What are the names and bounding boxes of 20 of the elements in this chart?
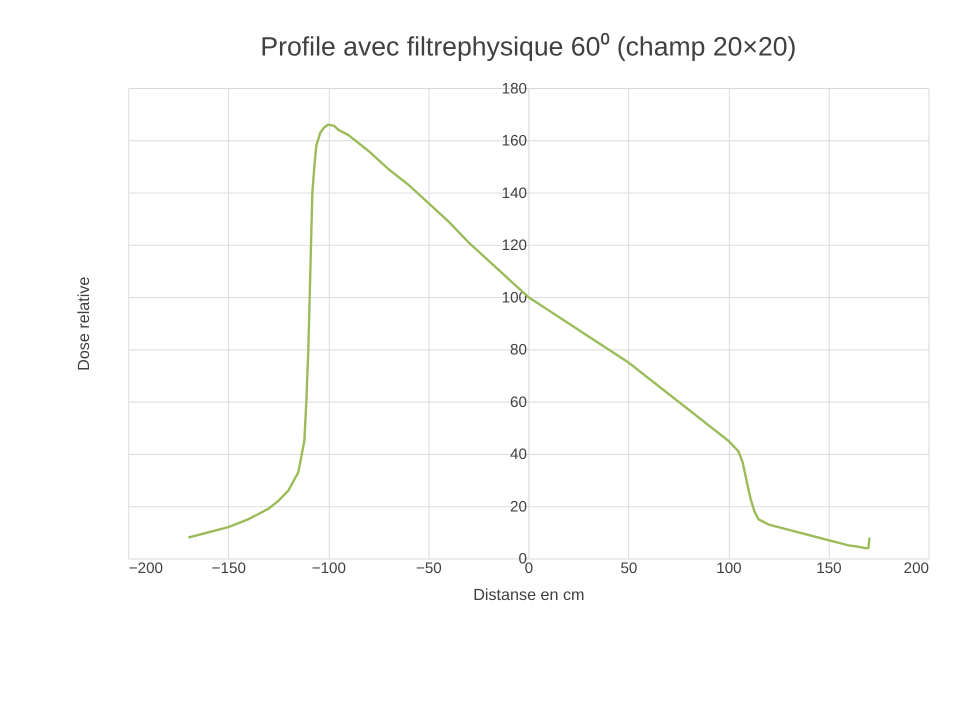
x-tick-label: −150 <box>212 560 246 578</box>
y-tick-label: 180 <box>502 80 527 98</box>
y-tick-label: 120 <box>502 237 527 254</box>
x-tick-label: −200 <box>128 560 163 578</box>
x-tick-label: 50 <box>620 560 638 578</box>
x-tick-label: −100 <box>312 560 346 578</box>
y-tick-label: 80 <box>510 342 527 359</box>
y-tick-label: 60 <box>510 394 527 411</box>
x-tick-label: 200 <box>904 560 929 578</box>
line-series <box>187 123 871 550</box>
x-tick-label: 100 <box>716 560 742 578</box>
y-tick-label: 40 <box>510 446 527 464</box>
chart-title: Profile avec filtrephysique 60⁰ (champ 20×20) <box>260 32 796 62</box>
y-axis-title: Dose relative <box>74 276 93 371</box>
x-tick-label: 150 <box>816 560 842 578</box>
y-tick-label: 140 <box>502 184 527 202</box>
y-tick-label: 160 <box>502 132 527 150</box>
x-axis-title: Distanse en cm <box>473 586 584 604</box>
y-tick-label: 20 <box>510 498 527 516</box>
x-tick-label: −50 <box>416 560 442 578</box>
